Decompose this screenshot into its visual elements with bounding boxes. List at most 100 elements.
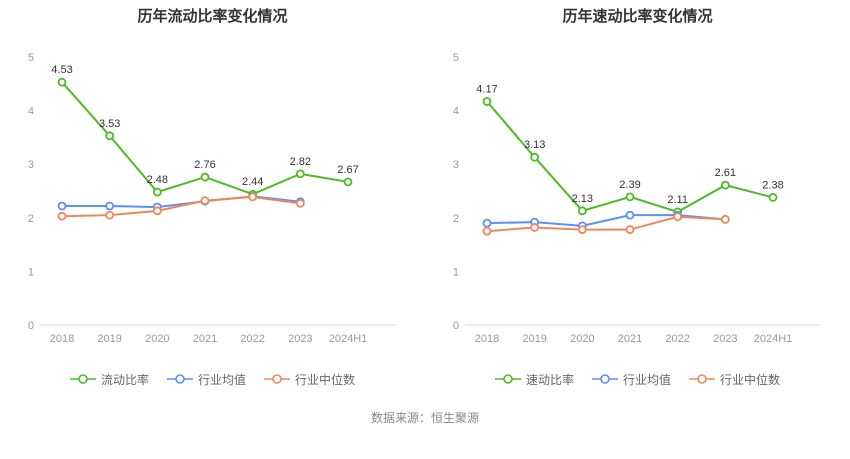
data-point-industry-median [625, 225, 635, 234]
data-point-current-ratio [200, 172, 210, 182]
y-axis-tick-label: 2 [28, 213, 34, 225]
data-label-quick-ratio: 3.13 [524, 139, 545, 151]
legend: 流动比率 行业均值 行业中位数 [0, 371, 425, 387]
x-axis-tick-label: 2020 [145, 333, 169, 345]
data-point-industry-median [577, 225, 587, 234]
x-axis-tick-label: 2020 [570, 333, 594, 345]
y-axis-tick-label: 2 [453, 213, 459, 225]
data-point-industry-mean [482, 218, 492, 228]
legend-item-label: 行业均值 [622, 372, 671, 387]
chart-quick-ratio: 历年速动比率变化情况 0 1 2 3 4 5 2018 2019 2020 2021 2022 202… [425, 0, 850, 387]
legend-marker-industry-median [264, 374, 290, 384]
data-point-industry-median [530, 223, 540, 232]
x-axis-tick-label: 2024H1 [329, 333, 368, 345]
y-axis-tick-label: 5 [28, 52, 34, 64]
x-axis-tick-label: 2019 [97, 333, 121, 345]
data-point-industry-median [720, 215, 730, 224]
x-axis-tick-label: 2023 [288, 333, 312, 345]
data-label-quick-ratio: 2.13 [572, 193, 593, 205]
data-point-industry-median [105, 210, 115, 220]
y-axis-tick-label: 4 [28, 106, 34, 118]
data-point-industry-median [57, 211, 67, 221]
data-label-current-ratio: 2.44 [242, 176, 263, 188]
data-label-current-ratio: 2.82 [290, 156, 311, 168]
data-point-industry-median [152, 206, 162, 216]
x-axis-tick-label: 2018 [50, 333, 74, 345]
x-axis-tick-label: 2022 [665, 333, 689, 345]
y-axis-tick-label: 4 [453, 106, 459, 118]
data-point-industry-mean [625, 210, 635, 220]
data-label-quick-ratio: 2.39 [619, 179, 640, 191]
chart-title: 历年流动比率变化情况 [137, 8, 288, 25]
data-point-industry-median [673, 212, 683, 222]
x-axis-tick-label: 2018 [475, 333, 499, 345]
y-axis-tick-label: 0 [453, 320, 459, 332]
x-axis-tick-label: 2022 [240, 333, 264, 345]
data-label-current-ratio: 3.53 [99, 118, 120, 130]
data-label-quick-ratio: 2.61 [715, 167, 736, 179]
data-point-current-ratio [105, 131, 115, 141]
y-axis-tick-label: 3 [453, 159, 459, 171]
legend-item-industry-median[interactable]: 行业中位数 [264, 371, 355, 388]
data-label-current-ratio: 4.53 [51, 64, 72, 76]
legend-item-current-ratio[interactable]: 流动比率 [69, 371, 149, 388]
legend-item-label: 速动比率 [525, 372, 574, 387]
legend-item-label: 行业中位数 [720, 372, 781, 387]
charts-row: 历年流动比率变化情况 0 1 2 3 4 5 2018 2019 2020 2021 2022 202… [0, 0, 850, 387]
data-point-current-ratio [152, 187, 162, 197]
legend-marker-industry-mean [591, 374, 618, 384]
legend-marker-industry-median [689, 374, 715, 384]
y-axis-tick-label: 0 [28, 320, 34, 332]
x-axis-tick-label: 2024H1 [754, 333, 793, 345]
x-axis-tick-label: 2021 [618, 333, 642, 345]
legend-item-industry-mean[interactable]: 行业均值 [166, 371, 246, 388]
data-point-industry-mean [57, 201, 67, 211]
x-axis-tick-label: 2019 [522, 333, 546, 345]
plot-area: 0 1 2 3 4 5 2018 2019 2020 2021 2022 2023 2024H1 4.53… [28, 52, 396, 345]
data-point-industry-median [248, 192, 258, 202]
plot-area: 0 1 2 3 4 5 2018 2019 2020 2021 2022 2023 2024H1 4.17… [453, 52, 821, 345]
data-label-quick-ratio: 2.38 [762, 179, 783, 191]
legend-item-label: 流动比率 [100, 372, 149, 387]
series-line-industry-median [61, 195, 301, 218]
data-point-current-ratio [295, 169, 305, 179]
legend-item-label: 行业中位数 [295, 372, 356, 387]
legend-item-industry-mean[interactable]: 行业均值 [591, 371, 671, 388]
data-point-industry-median [295, 198, 305, 208]
data-label-current-ratio: 2.76 [194, 159, 215, 171]
data-label-current-ratio: 2.67 [337, 164, 358, 176]
legend-marker-quick-ratio [494, 374, 521, 384]
y-axis-tick-label: 3 [28, 159, 34, 171]
y-axis-tick-label: 1 [453, 266, 459, 278]
y-axis-tick-label: 1 [28, 266, 34, 278]
data-point-quick-ratio [625, 192, 635, 202]
data-label-quick-ratio: 4.17 [476, 83, 497, 95]
data-point-quick-ratio [577, 206, 587, 216]
data-label-current-ratio: 2.48 [147, 174, 168, 186]
chart-current-ratio: 历年流动比率变化情况 0 1 2 3 4 5 2018 2019 2020 2021 2022 202… [0, 0, 425, 387]
data-point-industry-mean [105, 201, 115, 211]
legend-marker-industry-mean [166, 374, 193, 384]
legend-item-label: 行业均值 [197, 372, 246, 387]
x-axis-tick-label: 2021 [193, 333, 217, 345]
data-point-quick-ratio [530, 152, 540, 162]
data-point-quick-ratio [768, 193, 778, 202]
legend-marker-current-ratio [69, 374, 96, 384]
legend-item-industry-median[interactable]: 行业中位数 [689, 371, 780, 388]
series-line-industry-median [486, 215, 726, 233]
data-point-current-ratio [343, 177, 353, 187]
data-point-industry-median [482, 226, 492, 236]
series-line-industry-mean [486, 214, 726, 227]
data-label-quick-ratio: 2.11 [667, 194, 688, 206]
legend-item-quick-ratio[interactable]: 速动比率 [494, 371, 574, 388]
chart-title: 历年速动比率变化情况 [562, 8, 713, 25]
data-source-note: 数据来源：恒生聚源 [370, 411, 479, 425]
y-axis-tick-label: 5 [453, 52, 459, 64]
x-axis-tick-label: 2023 [713, 333, 737, 345]
legend: 速动比率 行业均值 行业中位数 [425, 371, 850, 387]
data-point-quick-ratio [482, 97, 492, 106]
data-point-industry-median [200, 196, 210, 206]
data-point-current-ratio [57, 77, 67, 87]
data-point-quick-ratio [720, 180, 730, 190]
